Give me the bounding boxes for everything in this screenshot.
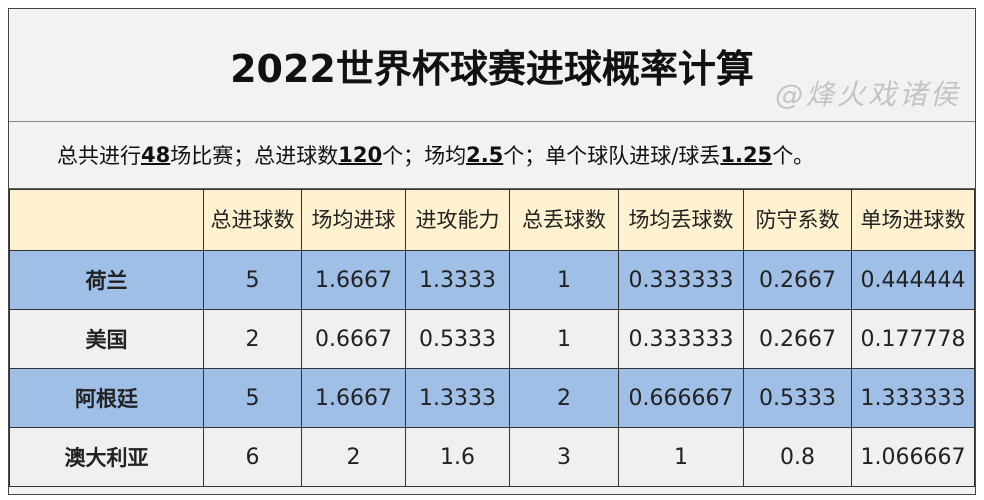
table-cell: 1 xyxy=(509,250,619,310)
table-cell: 5 xyxy=(203,368,302,428)
table-cell: 0.177778 xyxy=(851,309,975,369)
summary-value: 48 xyxy=(141,143,171,167)
stats-table: 总进球数 场均进球 进攻能力 总丢球数 场均丢球数 防守系数 单场进球数 荷兰 5 1.6667 1… xyxy=(9,189,975,487)
table-cell: 5 xyxy=(203,250,302,310)
summary-text: 总共进行 xyxy=(57,144,141,168)
team-name: 阿根廷 xyxy=(9,368,204,428)
table-row: 荷兰 5 1.6667 1.3333 1 0.333333 0.2667 0.444444 xyxy=(9,250,975,310)
sheet-title: 2022世界杯球赛进球概率计算 xyxy=(230,46,754,91)
column-header: 场均丢球数 xyxy=(618,189,744,251)
table-cell: 1 xyxy=(509,309,619,369)
table-cell: 0.333333 xyxy=(618,309,744,369)
table-cell: 2 xyxy=(301,427,406,487)
summary-value: 2.5 xyxy=(466,143,504,167)
table-cell: 1.3333 xyxy=(405,368,510,428)
spreadsheet: 2022世界杯球赛进球概率计算 @烽火戏诸侯 总共进行 48 场比赛；总进球数 12… xyxy=(8,8,976,495)
column-header: 总丢球数 xyxy=(509,189,619,251)
summary-value: 120 xyxy=(338,143,383,167)
table-row: 阿根廷 5 1.6667 1.3333 2 0.666667 0.5333 1.333333 xyxy=(9,368,975,428)
summary-text: 个；场均 xyxy=(382,144,467,168)
table-cell: 6 xyxy=(203,427,302,487)
team-name: 美国 xyxy=(9,309,204,369)
summary-text: 场比赛；总进球数 xyxy=(170,144,339,168)
title-bar: 2022世界杯球赛进球概率计算 @烽火戏诸侯 xyxy=(9,9,975,122)
column-header: 场均进球 xyxy=(301,189,406,251)
table-cell: 0.333333 xyxy=(618,250,744,310)
table-cell: 1.6 xyxy=(405,427,510,487)
watermark: @烽火戏诸侯 xyxy=(774,78,961,111)
table-cell: 1.333333 xyxy=(851,368,975,428)
table-cell: 1 xyxy=(618,427,744,487)
table-cell: 1.066667 xyxy=(851,427,975,487)
table-cell: 0.444444 xyxy=(851,250,975,310)
column-header xyxy=(9,189,204,251)
table-cell: 2 xyxy=(509,368,619,428)
table-cell: 0.666667 xyxy=(618,368,744,428)
header-row: 总进球数 场均进球 进攻能力 总丢球数 场均丢球数 防守系数 单场进球数 xyxy=(9,189,975,251)
table-cell: 1.6667 xyxy=(301,250,406,310)
table-cell: 0.2667 xyxy=(743,309,852,369)
summary-line: 总共进行 48 场比赛；总进球数 120 个；场均 2.5 个；单个球队进球/球丢 1.… xyxy=(9,122,975,189)
table-cell: 0.2667 xyxy=(743,250,852,310)
team-name: 澳大利亚 xyxy=(9,427,204,487)
table-cell: 0.5333 xyxy=(743,368,852,428)
team-name: 荷兰 xyxy=(9,250,204,310)
summary-value: 1.25 xyxy=(720,143,773,167)
table-cell: 1.6667 xyxy=(301,368,406,428)
summary-text: 个。 xyxy=(772,144,815,168)
column-header: 进攻能力 xyxy=(405,189,510,251)
column-header: 单场进球数 xyxy=(851,189,975,251)
summary-text: 个；单个球队进球/球丢 xyxy=(503,144,721,168)
table-cell: 2 xyxy=(203,309,302,369)
table-cell: 1.3333 xyxy=(405,250,510,310)
table-cell: 0.6667 xyxy=(301,309,406,369)
table-row: 澳大利亚 6 2 1.6 3 1 0.8 1.066667 xyxy=(9,427,975,487)
column-header: 总进球数 xyxy=(203,189,302,251)
column-header: 防守系数 xyxy=(743,189,852,251)
table-row: 美国 2 0.6667 0.5333 1 0.333333 0.2667 0.177778 xyxy=(9,309,975,369)
table-cell: 0.5333 xyxy=(405,309,510,369)
table-cell: 3 xyxy=(509,427,619,487)
table-cell: 0.8 xyxy=(743,427,852,487)
